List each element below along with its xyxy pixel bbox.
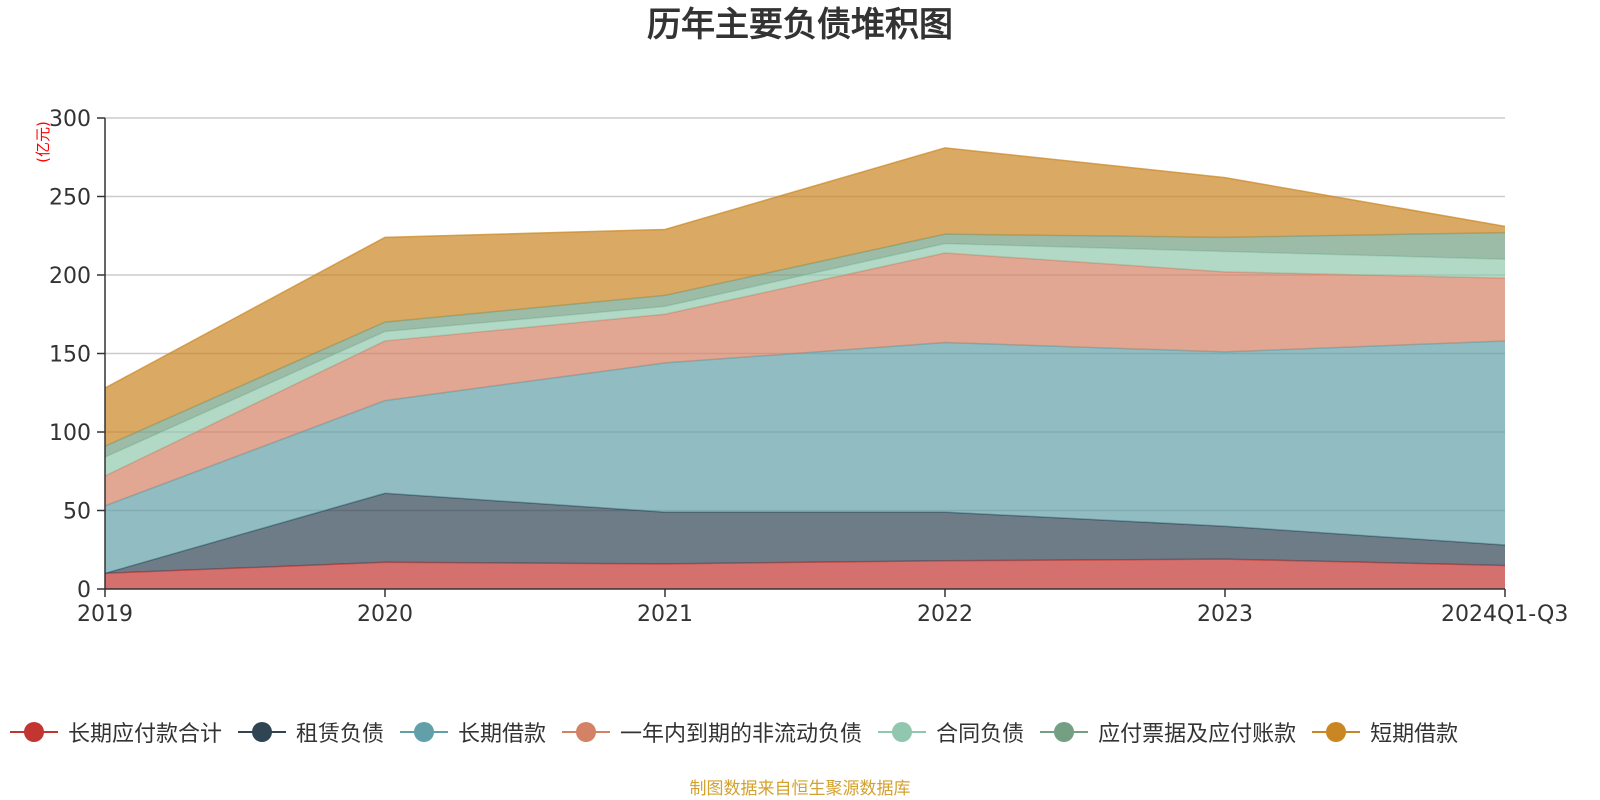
area-series-6 (105, 232, 1505, 458)
y-tick-label: 250 (49, 186, 91, 211)
legend-label: 一年内到期的非流动负债 (620, 722, 863, 747)
area-series-5 (105, 243, 1505, 476)
legend-marker-icon (400, 722, 449, 742)
legend-label: 长期借款 (458, 722, 547, 747)
legend-item-2[interactable]: 租赁负债 (238, 716, 384, 748)
legend-label: 长期应付款合计 (68, 722, 223, 747)
x-tick-label: 2020 (357, 602, 413, 627)
x-tick-label: 2021 (637, 602, 693, 627)
y-tick-label: 50 (63, 500, 91, 525)
y-tick-label: 150 (49, 343, 91, 368)
legend-marker-icon (1040, 722, 1089, 742)
x-tick-label: 2023 (1197, 602, 1253, 627)
y-tick-label: 300 (49, 107, 91, 132)
legend-marker-icon (238, 722, 287, 742)
x-tick-label: 2022 (917, 602, 973, 627)
legend-label: 租赁负债 (296, 722, 385, 747)
chart-title: 历年主要负债堆积图 (647, 5, 953, 45)
legend-label: 应付票据及应付账款 (1098, 722, 1297, 747)
area-series-layer (104, 147, 1506, 589)
legend-item-6[interactable]: 应付票据及应付账款 (1040, 716, 1296, 748)
x-tick-label: 2024Q1-Q3 (1441, 602, 1568, 627)
legend-item-7[interactable]: 短期借款 (1312, 716, 1458, 748)
legend-marker-icon (1312, 722, 1361, 742)
area-series-1 (105, 559, 1505, 589)
series-line-7 (104, 147, 1506, 389)
source-note: 制图数据来自恒生聚源数据库 (689, 779, 911, 799)
legend-item-1[interactable]: 长期应付款合计 (10, 716, 222, 748)
legend-marker-icon (878, 722, 927, 742)
legend-item-3[interactable]: 长期借款 (400, 716, 546, 748)
legend-label: 合同负债 (936, 722, 1025, 747)
stacked-area-chart: 0 50 100 150 200 250 300 2019 2020 2021 2022 2023 20… (34, 107, 1568, 627)
area-series-4 (105, 253, 1505, 506)
area-series-3 (105, 340, 1505, 574)
legend-item-4[interactable]: 一年内到期的非流动负债 (562, 716, 862, 748)
legend-item-5[interactable]: 合同负债 (878, 716, 1024, 748)
area-series-2 (105, 493, 1505, 574)
legend: 长期应付款合计 租赁负债 长期借款 一年内到期的非流动负债 合同负债 应付票据及应付账款 短… (10, 714, 1474, 750)
legend-marker-icon (562, 722, 611, 742)
y-tick-label: 100 (49, 421, 91, 446)
legend-label: 短期借款 (1370, 722, 1459, 747)
y-tick-label: 200 (49, 264, 91, 289)
y-axis-label: (亿元) (34, 121, 52, 163)
legend-marker-icon (10, 722, 58, 742)
axes: 0 50 100 150 200 250 300 2019 2020 2021 2022 2023 20… (34, 107, 1568, 627)
y-tick-label: 0 (77, 578, 91, 603)
x-tick-label: 2019 (77, 602, 133, 627)
area-series-7 (105, 147, 1505, 447)
